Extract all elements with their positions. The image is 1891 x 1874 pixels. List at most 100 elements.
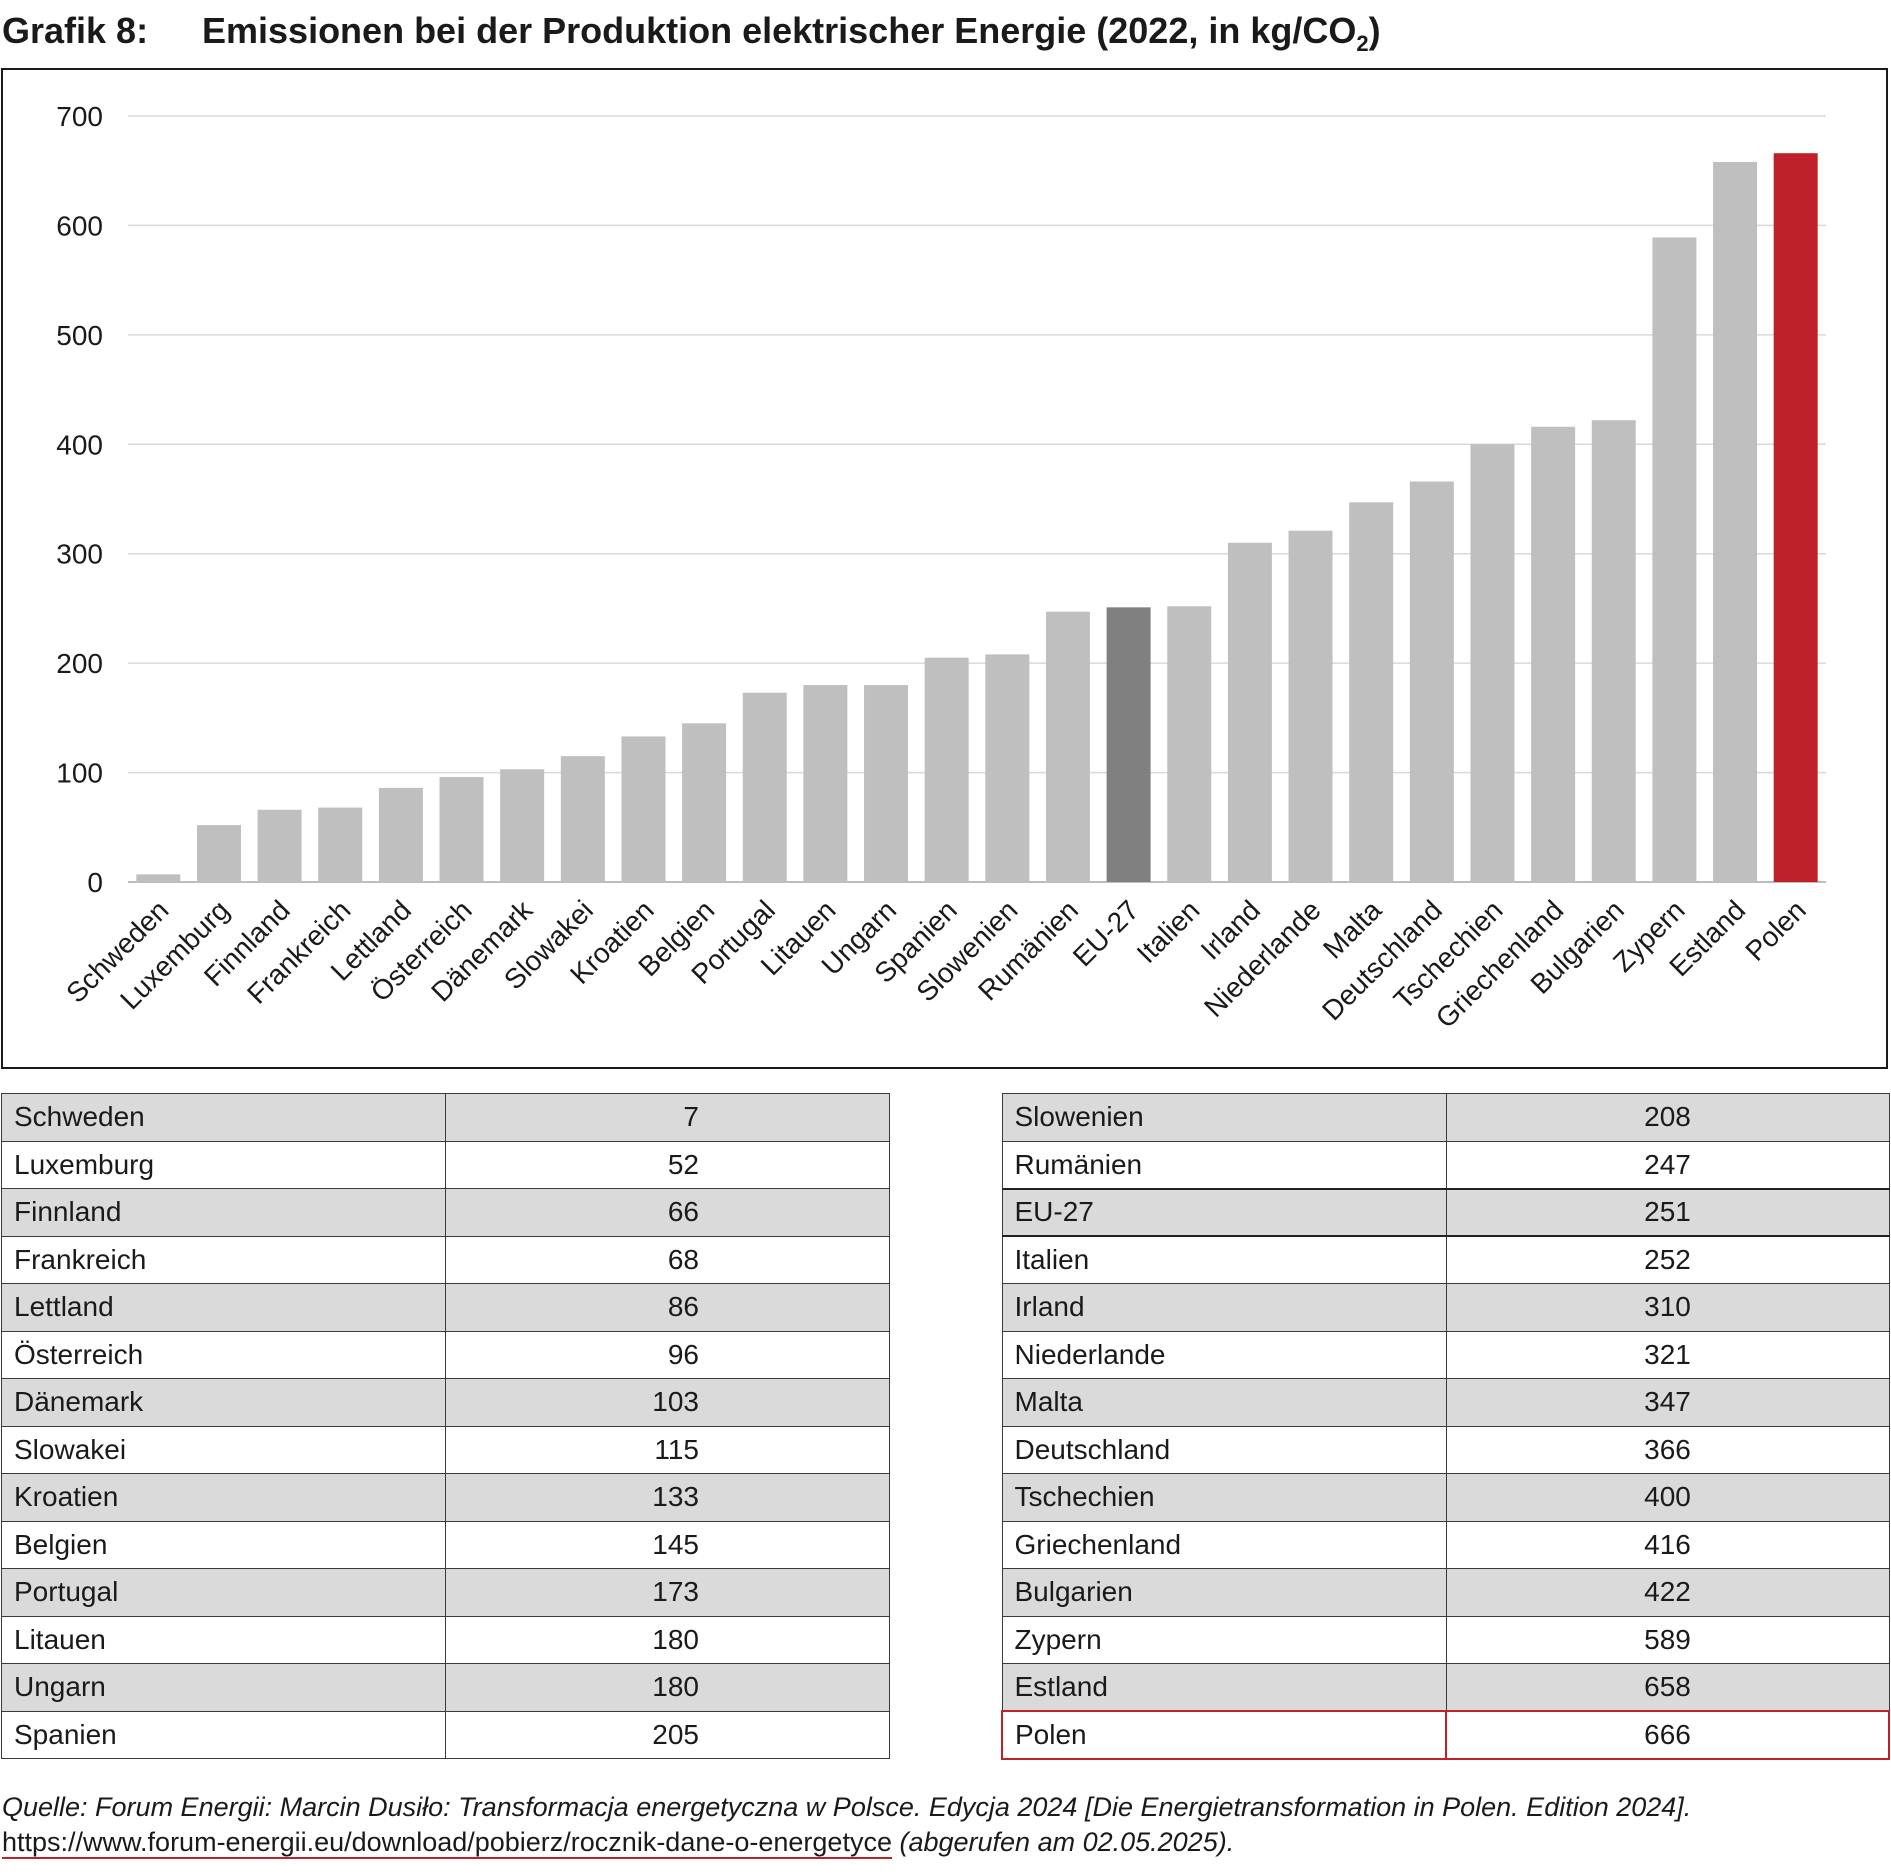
table-cell-country: Zypern (1001, 1615, 1447, 1664)
bar-niederlande (1288, 530, 1333, 882)
table-row: Italien 252 (1001, 1235, 1890, 1284)
table-cell-country: Slowenien (1001, 1093, 1447, 1142)
bar-polen (1773, 153, 1818, 883)
y-tick-label: 500 (56, 320, 103, 351)
table-cell-country: Finnland (1, 1188, 446, 1237)
table-row: Litauen 180 (1, 1615, 890, 1664)
table-cell-value: 133 (445, 1473, 890, 1522)
table-cell-value: 103 (445, 1378, 890, 1427)
table-cell-value: 321 (1445, 1330, 1890, 1379)
table-cell-country: Österreich (1, 1330, 446, 1379)
table-cell-value: 658 (1445, 1663, 1890, 1712)
table-cell-value: 400 (1445, 1473, 1890, 1522)
table-cell-value: 252 (1445, 1235, 1890, 1284)
table-cell-value: 208 (1445, 1093, 1890, 1142)
table-cell-country: Luxemburg (1, 1140, 446, 1189)
table-row: Lettland 86 (1, 1283, 890, 1332)
table-cell-value: 666 (1445, 1710, 1890, 1760)
table-cell-country: Irland (1001, 1283, 1447, 1332)
bar-tschechien (1470, 444, 1515, 882)
bar-lettland (378, 787, 423, 882)
table-cell-country: Belgien (1, 1520, 446, 1569)
bar-irland (1227, 542, 1272, 882)
table-cell-country: Dänemark (1, 1378, 446, 1427)
table-cell-country: Ungarn (1, 1663, 446, 1712)
table-row: Österreich 96 (1, 1330, 890, 1379)
table-row: Spanien 205 (1, 1710, 890, 1759)
y-tick-label: 300 (56, 539, 103, 570)
bar-portugal (742, 692, 787, 882)
bar-ungarn (864, 685, 909, 882)
table-cell-value: 66 (445, 1188, 890, 1237)
bar-luxemburg (196, 825, 241, 882)
source-text: Quelle: Forum Energii: Marcin Dusiło: Tr… (2, 1792, 1692, 1822)
source-note: Quelle: Forum Energii: Marcin Dusiło: Tr… (2, 1790, 1887, 1860)
bar-frankreich (318, 807, 363, 882)
table-cell-value: 86 (445, 1283, 890, 1332)
bar-finnland (257, 809, 302, 882)
table-cell-value: 251 (1445, 1187, 1890, 1237)
table-cell-value: 7 (445, 1093, 890, 1142)
table-cell-value: 347 (1445, 1378, 1890, 1427)
bar-slowenien (985, 654, 1030, 882)
table-cell-country: Portugal (1, 1568, 446, 1617)
page-title: Grafik 8: Emissionen bei der Produktion e… (2, 10, 1381, 57)
table-cell-country: Estland (1001, 1663, 1447, 1712)
table-row: Niederlande 321 (1001, 1330, 1890, 1379)
table-row: Zypern 589 (1001, 1615, 1890, 1664)
bar-eu-27 (1106, 607, 1151, 882)
data-table-right: Slowenien 208 Rumänien 247 EU-27 251 Italien 25… (1001, 1093, 1890, 1760)
table-row: Luxemburg 52 (1, 1140, 890, 1189)
table-row: Portugal 173 (1, 1568, 890, 1617)
bar-slowakei (560, 756, 605, 882)
table-cell-country: Griechenland (1001, 1520, 1447, 1569)
table-cell-country: Bulgarien (1001, 1568, 1447, 1617)
bar-griechenland (1531, 426, 1576, 882)
figure-title: Emissionen bei der Produktion elektrisch… (202, 10, 1357, 51)
source-suffix: (abgerufen am 02.05.2025). (891, 1827, 1235, 1857)
table-cell-value: 96 (445, 1330, 890, 1379)
table-cell-country: Deutschland (1001, 1425, 1447, 1474)
bar-zypern (1652, 237, 1697, 883)
bar-dänemark (500, 769, 545, 882)
bar-schweden (136, 874, 181, 882)
table-row: Irland 310 (1001, 1283, 1890, 1332)
chart-frame: 0 100 200 300 400 500 600 700 Schweden Luxemburg F… (1, 68, 1888, 1069)
table-cell-country: Schweden (1, 1093, 446, 1142)
source-link[interactable]: https://www.forum-energii.eu/download/po… (2, 1827, 892, 1859)
bar-österreich (439, 776, 484, 882)
table-cell-value: 52 (445, 1140, 890, 1189)
data-table-left: Schweden 7 Luxemburg 52 Finnland 66 Frankreich… (1, 1093, 890, 1759)
table-row: Estland 658 (1001, 1663, 1890, 1712)
table-cell-country: Lettland (1, 1283, 446, 1332)
table-row: Deutschland 366 (1001, 1425, 1890, 1474)
bar-spanien (924, 657, 969, 882)
table-cell-country: Rumänien (1001, 1140, 1447, 1189)
x-tick-label: Italien (1131, 894, 1206, 969)
table-cell-value: 247 (1445, 1140, 1890, 1189)
table-row: Griechenland 416 (1001, 1520, 1890, 1569)
figure-title-close: ) (1368, 10, 1381, 51)
table-row: Slowakei 115 (1, 1425, 890, 1474)
table-row: Polen 666 (1001, 1710, 1890, 1760)
table-row: Bulgarien 422 (1001, 1568, 1890, 1617)
bar-italien (1167, 606, 1212, 882)
table-row: Kroatien 133 (1, 1473, 890, 1522)
table-cell-value: 173 (445, 1568, 890, 1617)
bar-kroatien (621, 736, 666, 882)
y-tick-label: 600 (56, 210, 103, 241)
bar-litauen (803, 685, 848, 882)
table-cell-value: 180 (445, 1663, 890, 1712)
table-row: Tschechien 400 (1001, 1473, 1890, 1522)
table-cell-value: 145 (445, 1520, 890, 1569)
bar-deutschland (1409, 481, 1454, 882)
y-tick-label: 100 (56, 758, 103, 789)
table-row: Malta 347 (1001, 1378, 1890, 1427)
bar-rumänien (1045, 611, 1090, 882)
table-cell-country: Niederlande (1001, 1330, 1447, 1379)
table-row: Ungarn 180 (1, 1663, 890, 1712)
table-cell-value: 180 (445, 1615, 890, 1664)
table-cell-country: Italien (1001, 1235, 1447, 1284)
y-tick-label: 200 (56, 648, 103, 679)
table-cell-country: Litauen (1, 1615, 446, 1664)
